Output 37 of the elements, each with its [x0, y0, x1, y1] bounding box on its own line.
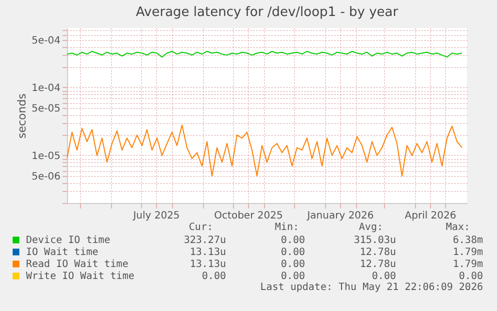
text: 6.38m: [452, 235, 483, 246]
x-tick-label: April 2026: [404, 210, 456, 222]
y-tick-label: 1e-04: [32, 82, 60, 94]
text: Avg:: [358, 222, 383, 233]
y-axis-title: seconds: [16, 93, 29, 138]
text: 0.00: [202, 271, 226, 282]
text: 13.13u: [190, 259, 226, 270]
chart-title: Average latency for /dev/loop1 - by year: [136, 5, 399, 20]
legend-label: Device IO time: [26, 235, 110, 246]
y-tick-label: 5e-06: [32, 171, 60, 182]
text: 0.00: [280, 247, 305, 258]
text: 1.79m: [452, 259, 483, 270]
text: Cur:: [188, 222, 213, 233]
text: 1.79m: [452, 247, 483, 258]
legend-label: IO Wait time: [26, 247, 98, 258]
x-tick-label: January 2026: [306, 210, 374, 222]
text: 12.78u: [360, 247, 396, 258]
text: 13.13u: [190, 247, 226, 258]
legend-label: Read IO Wait time: [26, 259, 128, 270]
y-tick-label: 5e-05: [32, 103, 60, 114]
y-tick-label: 1e-05: [32, 150, 60, 162]
text: Max:: [446, 222, 470, 233]
x-tick-label: July 2025: [132, 210, 180, 222]
x-tick-label: October 2025: [214, 210, 283, 222]
text: 0.00: [458, 271, 483, 282]
line-series: [67, 124, 462, 176]
text: 12.78u: [360, 259, 396, 270]
text: 0.00: [280, 271, 305, 282]
text: 323.27u: [184, 235, 226, 246]
legend-label: Write IO Wait time: [26, 271, 134, 282]
text: 0.00: [280, 259, 305, 270]
text: 0.00: [372, 271, 396, 282]
y-tick-label: 5e-04: [32, 35, 60, 46]
text: Min:: [274, 222, 299, 233]
text: Last update: Thu May 21 22:06:09 2026: [260, 282, 483, 293]
text: 0.00: [280, 235, 305, 246]
text: 315.03u: [354, 235, 396, 246]
